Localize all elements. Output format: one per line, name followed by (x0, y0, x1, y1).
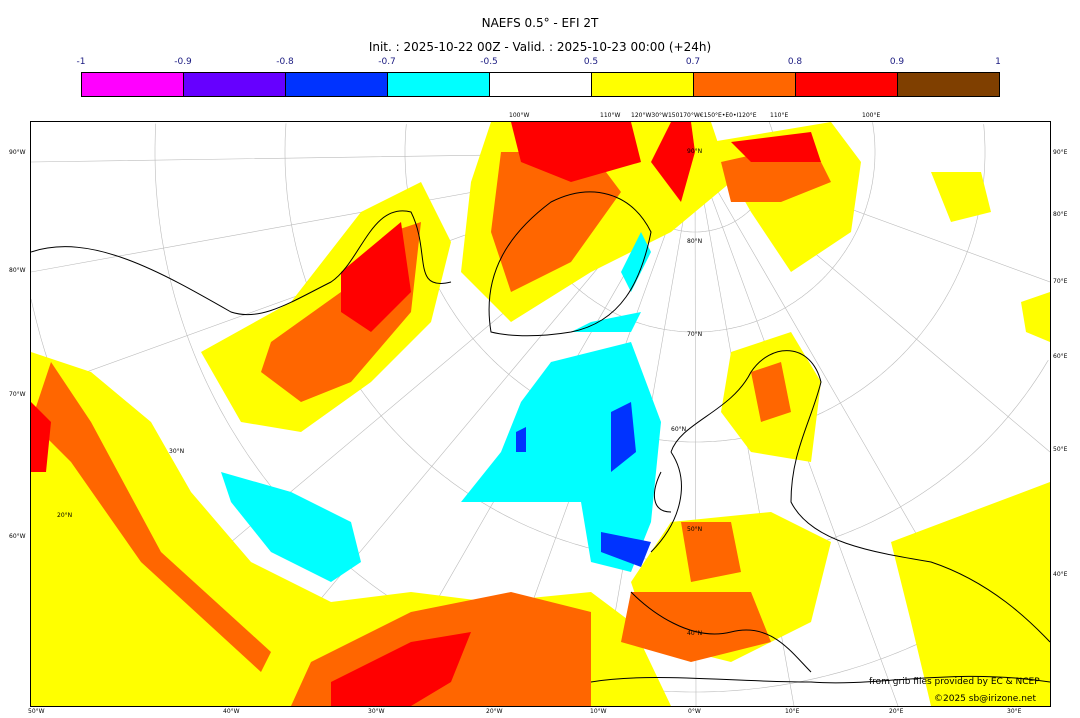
colorbar-segment (388, 73, 490, 96)
efi-map (31, 122, 1050, 706)
copyright-credit: ©2025 sb@irizone.net (934, 694, 1036, 704)
colorbar-label: 0.8 (787, 57, 803, 67)
right-axis-label: 40°E (1053, 571, 1068, 578)
latitude-label: 70°N (687, 331, 703, 338)
right-axis-label: 50°E (1053, 446, 1068, 453)
latitude-label: 20°N (57, 512, 73, 519)
efi-cyan (221, 232, 661, 582)
bottom-axis-label: 20°E (889, 708, 904, 715)
colorbar-label: -0.8 (276, 57, 294, 67)
colorbar-segment (184, 73, 286, 96)
right-axis-label: 90°E (1053, 149, 1068, 156)
left-axis-label: 70°W (9, 391, 26, 398)
right-axis-label: 60°E (1053, 353, 1068, 360)
colorbar-segment (490, 73, 592, 96)
latitude-label: 30°N (169, 448, 185, 455)
colorbar (81, 72, 1000, 97)
bottom-axis-label: 30°W (368, 708, 385, 715)
map-plot: 90°N 80°N 70°N 60°N 50°N 40°N 30°N 20°N from gr… (30, 121, 1051, 707)
bottom-axis-label: 10°E (785, 708, 800, 715)
colorbar-segment (796, 73, 898, 96)
bottom-axis-label: 20°W (486, 708, 503, 715)
latitude-label: 40°N (687, 630, 703, 637)
right-axis-label: 80°E (1053, 211, 1068, 218)
right-axis-label: 70°E (1053, 278, 1068, 285)
left-axis-label: 60°W (9, 533, 26, 540)
colorbar-segment (898, 73, 999, 96)
colorbar-label: -1 (76, 57, 86, 67)
colorbar-label: 0.5 (583, 57, 599, 67)
data-source-credit: from grib files provided by EC & NCEP (869, 677, 1040, 687)
top-axis-label: 100°E (862, 112, 881, 119)
top-axis-label: 100°W (509, 112, 530, 119)
latitude-label: 60°N (671, 426, 687, 433)
colorbar-label: 0.9 (889, 57, 905, 67)
colorbar-label: -0.7 (378, 57, 396, 67)
top-axis-label: 110°W (600, 112, 621, 119)
latitude-label: 90°N (687, 148, 703, 155)
latitude-label: 80°N (687, 238, 703, 245)
colorbar-label: -0.9 (174, 57, 192, 67)
colorbar-segment (694, 73, 796, 96)
colorbar-label: 1 (995, 57, 1001, 67)
bottom-axis-label: 10°W (590, 708, 607, 715)
bottom-axis-label: 50°W (28, 708, 45, 715)
colorbar-segment (82, 73, 184, 96)
colorbar-label: -0.5 (480, 57, 498, 67)
colorbar-label: 0.7 (685, 57, 701, 67)
bottom-axis-label: 30°E (1007, 708, 1022, 715)
map-title: NAEFS 0.5° - EFI 2T (481, 16, 599, 30)
bottom-axis-label: 0°W (688, 708, 701, 715)
bottom-axis-label: 40°W (223, 708, 240, 715)
map-subtitle: Init. : 2025-10-22 00Z - Valid. : 2025-1… (368, 40, 712, 54)
colorbar-segment (286, 73, 388, 96)
latitude-label: 50°N (687, 526, 703, 533)
left-axis-label: 80°W (9, 267, 26, 274)
top-axis-label: 110°E (770, 112, 789, 119)
coastlines (31, 191, 1050, 684)
left-axis-label: 90°W (9, 149, 26, 156)
colorbar-segment (592, 73, 694, 96)
efi-blue (516, 402, 651, 567)
efi-red (31, 122, 821, 706)
top-axis-label: 120°W30°W150170°W€150°E•E0•I120°E (631, 112, 757, 119)
